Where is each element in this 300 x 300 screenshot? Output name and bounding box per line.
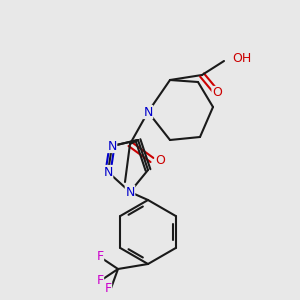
Text: O: O (155, 154, 165, 166)
Text: N: N (103, 166, 113, 178)
Text: OH: OH (232, 52, 251, 65)
Text: N: N (107, 140, 117, 152)
Text: F: F (96, 250, 103, 263)
Text: N: N (143, 106, 153, 118)
Text: F: F (96, 274, 103, 287)
Text: N: N (125, 185, 135, 199)
Text: F: F (104, 283, 112, 296)
Text: O: O (212, 86, 222, 100)
